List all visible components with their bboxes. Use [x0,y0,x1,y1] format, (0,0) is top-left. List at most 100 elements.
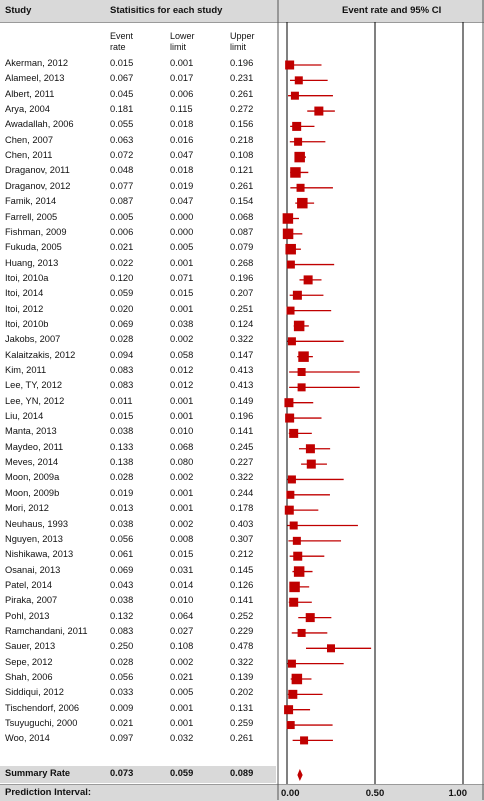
table-row: Huang, 2013 0.022 0.001 0.268 [0,258,276,273]
point-estimate [296,183,305,192]
study-name: Arya, 2004 [5,104,50,115]
table-row: Nishikawa, 2013 0.061 0.015 0.212 [0,549,276,564]
point-estimate [288,689,298,699]
x-tick-label: 0.00 [281,788,300,799]
event-rate-value: 0.028 [110,472,134,483]
study-name: Sauer, 2013 [5,641,56,652]
study-name: Tischendorf, 2006 [5,702,80,713]
table-row: Arya, 2004 0.181 0.115 0.272 [0,104,276,119]
event-rate-value: 0.077 [110,180,134,191]
point-estimate [290,91,299,100]
lower-limit-value: 0.017 [170,73,194,84]
study-name: Itoi, 2010a [5,272,49,283]
point-estimate [297,628,306,637]
lower-limit-value: 0.058 [170,349,194,360]
point-estimate [285,413,295,423]
event-rate-value: 0.063 [110,134,134,145]
lower-limit-value: 0.018 [170,119,194,130]
table-row: Awadallah, 2006 0.055 0.018 0.156 [0,119,276,134]
lower-limit-value: 0.005 [170,687,194,698]
upper-limit-value: 0.268 [230,257,254,268]
study-name: Itoi, 2010b [5,318,49,329]
study-name: Draganov, 2012 [5,180,71,191]
upper-limit-value: 0.196 [230,411,254,422]
event-rate-value: 0.083 [110,625,134,636]
table-row: Jakobs, 2007 0.028 0.002 0.322 [0,334,276,349]
lower-limit-value: 0.015 [170,549,194,560]
table-row: Farrell, 2005 0.005 0.000 0.068 [0,212,276,227]
table-row: Famik, 2014 0.087 0.047 0.154 [0,196,276,211]
lower-limit-value: 0.031 [170,564,194,575]
summary-row: Summary Rate 0.073 0.059 0.089 [0,766,276,783]
event-rate-value: 0.069 [110,318,134,329]
table-row: Sauer, 2013 0.250 0.108 0.478 [0,641,276,656]
upper-limit-value: 0.478 [230,641,254,652]
upper-limit-value: 0.261 [230,733,254,744]
lower-limit-value: 0.010 [170,426,194,437]
lower-limit-value: 0.001 [170,503,194,514]
lower-limit-value: 0.047 [170,150,194,161]
table-row: Shah, 2006 0.056 0.021 0.139 [0,672,276,687]
plot-column-header: Event rate and 95% CI [342,5,442,16]
table-row: Itoi, 2012 0.020 0.001 0.251 [0,304,276,319]
lower-limit-value: 0.008 [170,533,194,544]
study-name: Lee, TY, 2012 [5,380,63,391]
point-estimate [289,521,298,530]
upper-limit-value: 0.218 [230,134,254,145]
study-name: Albert, 2011 [5,88,55,99]
upper-limit-value: 0.413 [230,365,254,375]
upper-limit-value: 0.227 [230,457,254,468]
point-estimate [297,383,306,392]
upper-limit-value: 0.252 [230,610,254,621]
study-name: Pohl, 2013 [5,610,50,621]
point-estimate [290,167,301,178]
lower-limit-value: 0.001 [170,58,194,68]
upper-limit-value: 0.229 [230,625,254,636]
table-row: Manta, 2013 0.038 0.010 0.141 [0,426,276,441]
point-estimate [292,290,302,300]
prediction-interval-label: Prediction Interval: [5,787,92,798]
point-estimate [294,137,303,146]
event-rate-value: 0.045 [110,88,134,99]
upper-limit-value: 0.244 [230,487,254,498]
point-estimate [282,228,294,240]
lower-limit-value: 0.001 [170,718,194,729]
table-row: Patel, 2014 0.043 0.014 0.126 [0,580,276,595]
upper-limit-value: 0.079 [230,242,254,253]
table-row: Alameel, 2013 0.067 0.017 0.231 [0,73,276,88]
point-estimate [298,351,309,362]
study-name: Lee, YN, 2012 [5,395,65,406]
study-name: Nguyen, 2013 [5,533,63,544]
table-row: Draganov, 2012 0.077 0.019 0.261 [0,181,276,196]
upper-limit-value: 0.126 [230,579,254,590]
lower-limit-value: 0.012 [170,380,194,391]
point-estimate [303,275,313,285]
lower-limit-value: 0.064 [170,610,194,621]
point-estimate [327,644,335,653]
table-row: Maydeo, 2011 0.133 0.068 0.245 [0,442,276,457]
table-row: Itoi, 2010a 0.120 0.071 0.196 [0,273,276,288]
summary-diamond [297,769,303,781]
event-rate-value: 0.019 [110,487,134,498]
upper-limit-value: 0.139 [230,672,254,682]
table-row: Woo, 2014 0.097 0.032 0.261 [0,733,276,748]
upper-limit-value: 0.207 [230,288,254,299]
summary-upper: 0.089 [230,768,254,778]
point-estimate [293,320,305,332]
event-rate-value: 0.022 [110,257,134,268]
lower-limit-value: 0.019 [170,180,194,191]
upper-limit-value: 0.403 [230,518,254,529]
event-rate-value: 0.028 [110,656,134,667]
event-rate-value: 0.028 [110,334,134,345]
study-name: Siddiqui, 2012 [5,687,64,698]
event-rate-value: 0.087 [110,196,134,207]
study-name: Fukuda, 2005 [5,242,62,253]
study-name: Meves, 2014 [5,457,59,468]
upper-limit-value: 0.178 [230,503,254,514]
lower-limit-value: 0.012 [170,365,194,375]
event-rate-value: 0.138 [110,457,134,468]
upper-limit-value: 0.245 [230,441,254,452]
lower-limit-value: 0.001 [170,487,194,498]
study-name: Famik, 2014 [5,196,57,207]
table-row: Liu, 2014 0.015 0.001 0.196 [0,411,276,426]
